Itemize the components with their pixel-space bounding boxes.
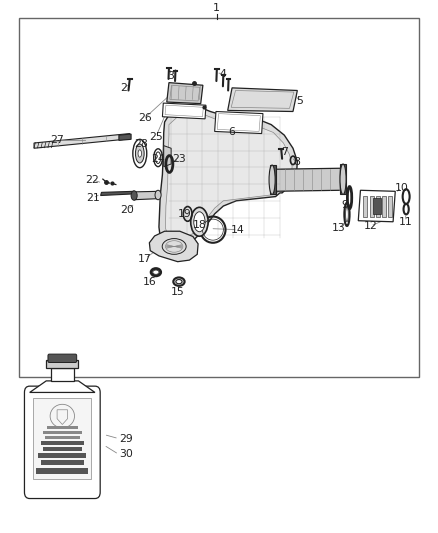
- Polygon shape: [166, 112, 292, 239]
- Ellipse shape: [135, 144, 144, 163]
- Polygon shape: [164, 146, 171, 167]
- Bar: [388, 196, 392, 216]
- Bar: [41, 460, 84, 465]
- Bar: [43, 431, 82, 434]
- Ellipse shape: [346, 207, 348, 222]
- Text: 3: 3: [168, 71, 175, 81]
- Ellipse shape: [269, 165, 275, 195]
- Bar: [45, 435, 80, 439]
- Polygon shape: [134, 191, 159, 200]
- Text: 8: 8: [293, 157, 300, 167]
- Polygon shape: [273, 168, 343, 191]
- Polygon shape: [159, 106, 297, 245]
- Bar: [39, 453, 86, 458]
- Text: 11: 11: [399, 217, 413, 227]
- Polygon shape: [270, 165, 276, 195]
- Text: 23: 23: [172, 154, 186, 164]
- Polygon shape: [228, 88, 297, 111]
- Text: 5: 5: [296, 96, 303, 106]
- Ellipse shape: [154, 149, 162, 167]
- Bar: [364, 196, 367, 216]
- Bar: [376, 196, 380, 216]
- Bar: [382, 196, 386, 216]
- Ellipse shape: [194, 212, 205, 232]
- Text: 28: 28: [134, 139, 148, 149]
- Text: 18: 18: [193, 221, 206, 230]
- Text: 30: 30: [119, 449, 133, 459]
- Bar: [47, 426, 78, 429]
- FancyBboxPatch shape: [48, 354, 77, 362]
- Text: 1: 1: [213, 3, 220, 13]
- Bar: [370, 196, 374, 216]
- Bar: [46, 360, 78, 368]
- Polygon shape: [340, 164, 346, 195]
- Text: 9: 9: [342, 200, 349, 210]
- Text: 27: 27: [50, 135, 64, 146]
- Ellipse shape: [131, 191, 137, 200]
- Bar: [41, 441, 84, 445]
- Text: 25: 25: [149, 132, 163, 142]
- Polygon shape: [34, 134, 130, 148]
- Polygon shape: [30, 381, 95, 392]
- Ellipse shape: [340, 164, 346, 195]
- Bar: [19, 18, 419, 377]
- Bar: [50, 368, 74, 381]
- Polygon shape: [162, 103, 206, 119]
- Text: 21: 21: [86, 193, 100, 203]
- Polygon shape: [149, 231, 198, 262]
- Text: 24: 24: [151, 154, 165, 164]
- Text: 17: 17: [138, 254, 152, 263]
- Text: 2: 2: [121, 83, 127, 93]
- Bar: [373, 198, 381, 214]
- Text: 13: 13: [332, 223, 346, 233]
- Ellipse shape: [191, 207, 208, 236]
- Ellipse shape: [176, 279, 182, 284]
- Text: 7: 7: [281, 148, 288, 157]
- Ellipse shape: [133, 139, 147, 168]
- Text: 14: 14: [231, 224, 244, 235]
- Text: 6: 6: [229, 127, 236, 138]
- Polygon shape: [215, 111, 263, 134]
- FancyBboxPatch shape: [25, 386, 100, 498]
- Text: 15: 15: [171, 287, 184, 297]
- Text: 12: 12: [364, 221, 377, 231]
- Bar: [36, 467, 88, 474]
- Polygon shape: [358, 190, 395, 222]
- Text: 20: 20: [120, 205, 134, 215]
- Ellipse shape: [173, 278, 185, 286]
- Text: 19: 19: [177, 209, 191, 220]
- Text: 10: 10: [395, 183, 409, 192]
- Bar: [43, 447, 82, 451]
- Ellipse shape: [138, 150, 141, 157]
- Text: 16: 16: [142, 277, 156, 287]
- Text: 4: 4: [220, 69, 227, 79]
- Text: 26: 26: [138, 113, 152, 123]
- Ellipse shape: [155, 190, 161, 200]
- Text: 22: 22: [85, 175, 99, 185]
- Polygon shape: [167, 83, 203, 103]
- Bar: [33, 398, 92, 479]
- Polygon shape: [119, 134, 131, 140]
- Text: 29: 29: [119, 434, 133, 443]
- Polygon shape: [101, 191, 134, 196]
